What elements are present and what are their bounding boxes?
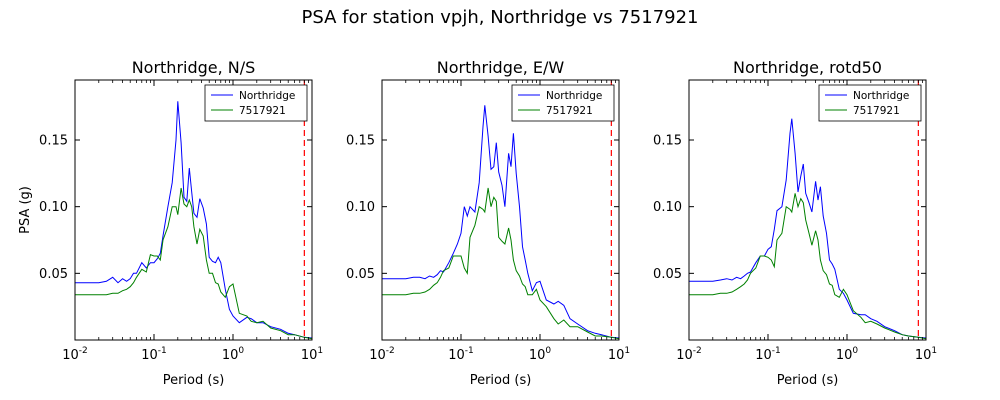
series-line-northridge (75, 101, 312, 339)
plot-frame (74, 79, 313, 341)
legend-label: Northridge (853, 90, 909, 102)
series-line-northridge (382, 105, 619, 339)
legend: Northridge 7517921 (511, 84, 615, 122)
y-tick-label: 0.05 (653, 267, 682, 282)
series-line-7517921 (689, 193, 926, 340)
x-tick-label: 101 (608, 346, 630, 363)
y-tick-label: 0.10 (346, 200, 375, 215)
panel-title: Northridge, rotd50 (733, 58, 882, 77)
plot-frame (381, 79, 620, 341)
y-tick-label: 0.15 (39, 134, 68, 149)
legend-label: 7517921 (853, 105, 900, 117)
x-axis-label: Period (s) (470, 373, 532, 388)
panel-title: Northridge, N/S (132, 58, 256, 77)
legend: Northridge 7517921 (204, 84, 308, 122)
x-tick-label: 10-2 (369, 346, 395, 363)
x-tick-label: 100 (529, 346, 552, 363)
figure-title: PSA for station vpjh, Northridge vs 7517… (301, 7, 698, 28)
x-tick-label: 10-2 (676, 346, 702, 363)
legend-box (204, 84, 308, 122)
x-tick-label: 100 (836, 346, 859, 363)
legend-label: 7517921 (546, 105, 593, 117)
y-tick-label: 0.15 (346, 134, 375, 149)
x-tick-label: 10-1 (141, 346, 167, 363)
x-tick-label: 10-1 (448, 346, 474, 363)
y-tick-label: 0.05 (39, 267, 68, 282)
x-tick-label: 100 (222, 346, 245, 363)
series-line-northridge (689, 118, 926, 339)
series-line-7517921 (75, 187, 312, 340)
plot-frame (688, 79, 927, 341)
y-axis-label: PSA (g) (18, 186, 33, 234)
chart-panel-2: Northridge, E/W 0.05 0.10 0.15 10-2 10-1 100 10… (346, 58, 630, 388)
y-tick-label: 0.10 (653, 200, 682, 215)
legend: Northridge 7517921 (818, 84, 922, 122)
legend-box (511, 84, 615, 122)
x-tick-label: 101 (915, 346, 937, 363)
chart-panel-1: Northridge, N/S 0.05 0.10 0.15 10-2 10-1 100 10… (18, 58, 323, 388)
x-axis-label: Period (s) (777, 373, 839, 388)
chart-panel-3: Northridge, rotd50 0.05 0.10 0.15 10-2 10-1 10… (653, 58, 937, 388)
legend-box (818, 84, 922, 122)
y-tick-label: 0.10 (39, 200, 68, 215)
y-tick-label: 0.15 (653, 134, 682, 149)
legend-label: Northridge (239, 90, 295, 102)
y-tick-label: 0.05 (346, 267, 375, 282)
legend-label: Northridge (546, 90, 602, 102)
x-tick-label: 10-1 (755, 346, 781, 363)
series-line-7517921 (382, 187, 619, 340)
legend-label: 7517921 (239, 105, 286, 117)
panel-title: Northridge, E/W (437, 58, 565, 77)
x-tick-label: 10-2 (62, 346, 88, 363)
x-axis-label: Period (s) (163, 373, 225, 388)
x-tick-label: 101 (301, 346, 323, 363)
